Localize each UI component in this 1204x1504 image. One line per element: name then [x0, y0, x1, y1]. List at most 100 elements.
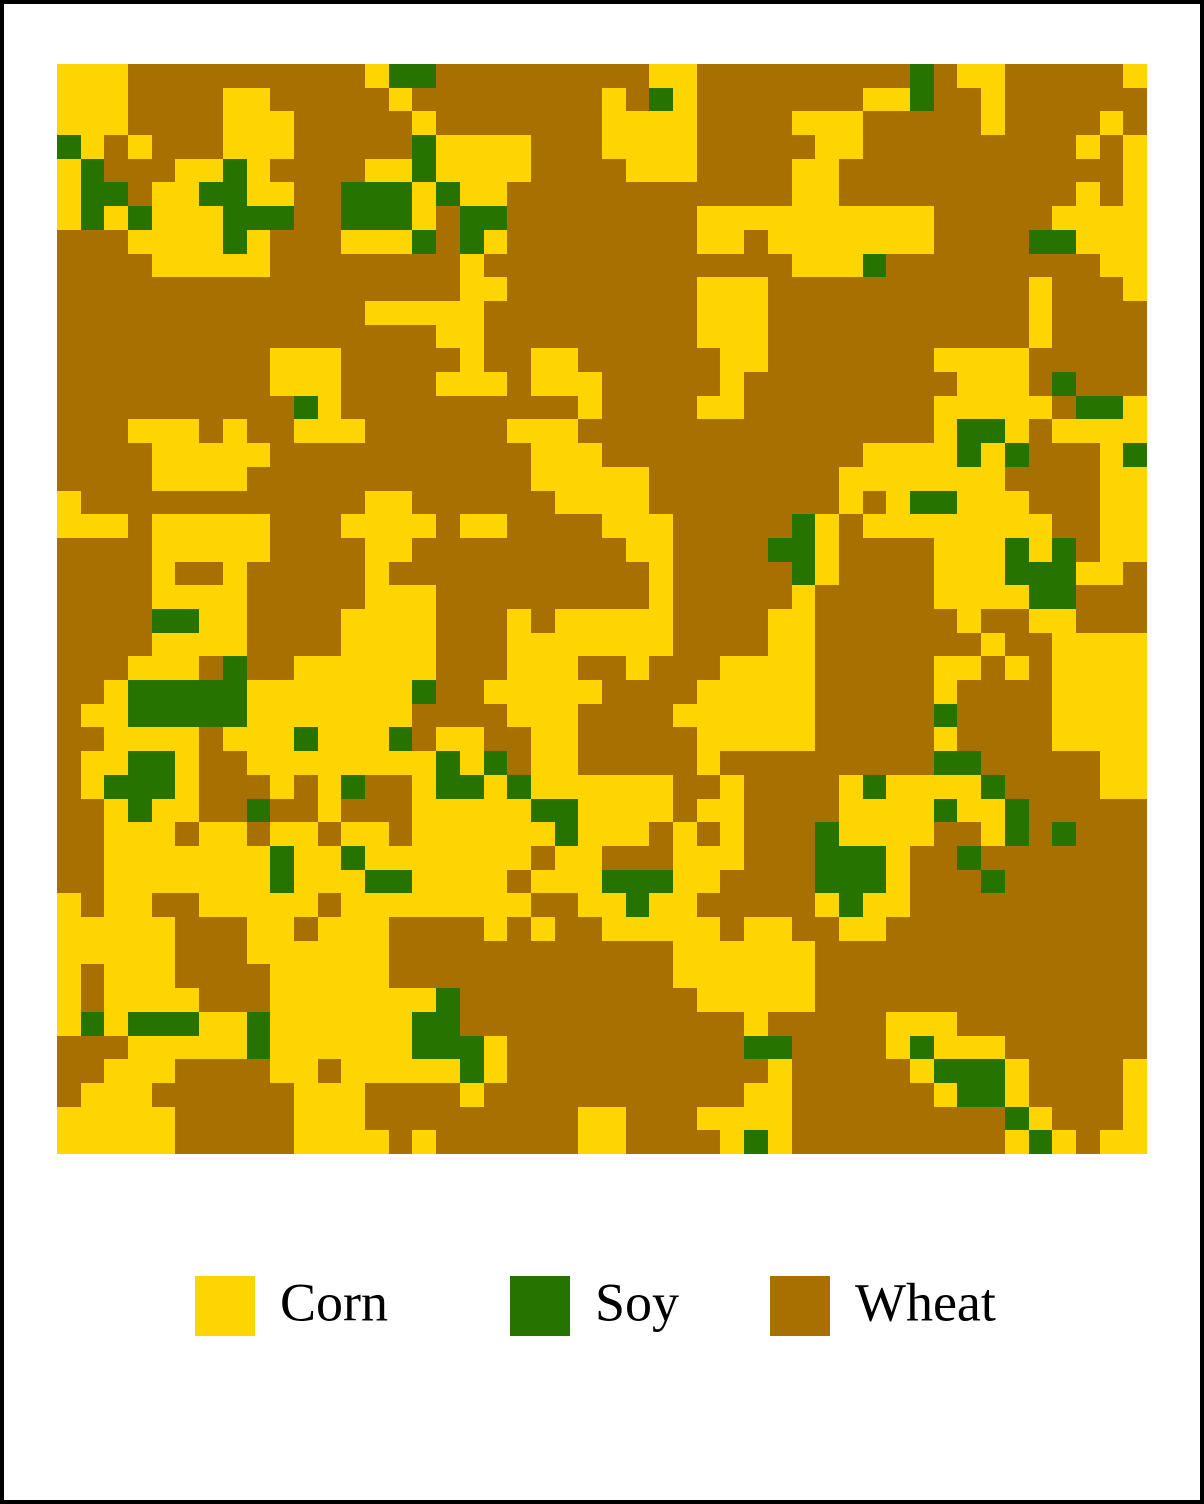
crop-cell: [436, 467, 460, 491]
crop-cell: [768, 799, 792, 822]
crop-cell: [294, 514, 318, 538]
crop-cell: [1123, 846, 1147, 870]
crop-cell: [910, 917, 934, 941]
crop-cell: [649, 64, 673, 88]
legend-swatch: [510, 1276, 570, 1336]
crop-cell: [389, 988, 412, 1012]
crop-cell: [294, 799, 318, 822]
crop-cell: [223, 917, 247, 941]
crop-cell: [815, 443, 839, 467]
crop-cell: [768, 988, 792, 1012]
crop-cell: [341, 917, 365, 941]
crop-cell: [1005, 893, 1029, 917]
crop-cell: [697, 609, 720, 633]
crop-cell: [1029, 491, 1052, 514]
crop-cell: [720, 751, 744, 775]
crop-cell: [389, 277, 412, 301]
crop-cell: [1005, 443, 1029, 467]
crop-cell: [247, 988, 270, 1012]
crop-cell: [649, 1107, 673, 1130]
crop-cell: [697, 727, 720, 751]
crop-cell: [886, 917, 910, 941]
crop-cell: [863, 1130, 886, 1154]
crop-cell: [839, 704, 863, 727]
crop-cell: [602, 348, 626, 372]
crop-cell: [626, 1130, 649, 1154]
crop-cell: [57, 88, 81, 111]
crop-cell: [57, 846, 81, 870]
crop-cell: [294, 111, 318, 135]
crop-cell: [57, 585, 81, 609]
crop-cell: [128, 751, 152, 775]
crop-cell: [768, 941, 792, 964]
crop-cell: [839, 727, 863, 751]
crop-cell: [365, 396, 389, 419]
crop-cell: [1100, 1036, 1123, 1059]
crop-cell: [1052, 964, 1076, 988]
crop-cell: [673, 822, 697, 846]
crop-cell: [910, 1036, 934, 1059]
crop-cell: [957, 254, 981, 277]
crop-cell: [673, 799, 697, 822]
crop-cell: [223, 396, 247, 419]
crop-cell: [578, 822, 602, 846]
crop-cell: [436, 1012, 460, 1036]
crop-cell: [175, 1130, 199, 1154]
crop-cell: [602, 609, 626, 633]
crop-cell: [341, 585, 365, 609]
crop-cell: [341, 230, 365, 254]
crop-cell: [270, 562, 294, 585]
crop-cell: [1029, 1059, 1052, 1083]
crop-cell: [720, 491, 744, 514]
crop-cell: [270, 799, 294, 822]
crop-cell: [934, 538, 957, 562]
crop-cell: [1123, 822, 1147, 846]
crop-cell: [152, 941, 175, 964]
crop-cell: [507, 443, 531, 467]
crop-cell: [531, 751, 555, 775]
crop-cell: [412, 135, 436, 159]
crop-cell: [81, 1130, 104, 1154]
crop-cell: [673, 704, 697, 727]
crop-cell: [1005, 88, 1029, 111]
crop-cell: [863, 680, 886, 704]
crop-cell: [318, 799, 341, 822]
crop-cell: [673, 609, 697, 633]
crop-cell: [436, 704, 460, 727]
crop-cell: [934, 419, 957, 443]
crop-cell: [720, 538, 744, 562]
crop-cell: [128, 372, 152, 396]
crop-cell: [128, 514, 152, 538]
crop-cell: [460, 325, 484, 348]
crop-cell: [792, 230, 815, 254]
crop-cell: [697, 443, 720, 467]
crop-cell: [81, 206, 104, 230]
crop-cell: [81, 727, 104, 751]
crop-cell: [223, 1012, 247, 1036]
crop-cell: [81, 491, 104, 514]
crop-cell: [389, 230, 412, 254]
crop-cell: [389, 1083, 412, 1107]
crop-cell: [697, 1130, 720, 1154]
crop-cell: [389, 325, 412, 348]
crop-cell: [365, 514, 389, 538]
crop-cell: [460, 230, 484, 254]
crop-cell: [744, 704, 768, 727]
crop-cell: [57, 443, 81, 467]
crop-cell: [768, 893, 792, 917]
crop-cell: [578, 206, 602, 230]
crop-cell: [128, 301, 152, 325]
crop-cell: [626, 964, 649, 988]
crop-cell: [247, 1130, 270, 1154]
crop-cell: [578, 1036, 602, 1059]
crop-cell: [199, 964, 223, 988]
crop-cell: [1005, 562, 1029, 585]
crop-cell: [886, 1083, 910, 1107]
crop-cell: [1052, 917, 1076, 941]
crop-cell: [626, 633, 649, 656]
crop-cell: [578, 609, 602, 633]
crop-cell: [57, 680, 81, 704]
crop-cell: [578, 893, 602, 917]
crop-cell: [57, 467, 81, 491]
crop-cell: [792, 633, 815, 656]
